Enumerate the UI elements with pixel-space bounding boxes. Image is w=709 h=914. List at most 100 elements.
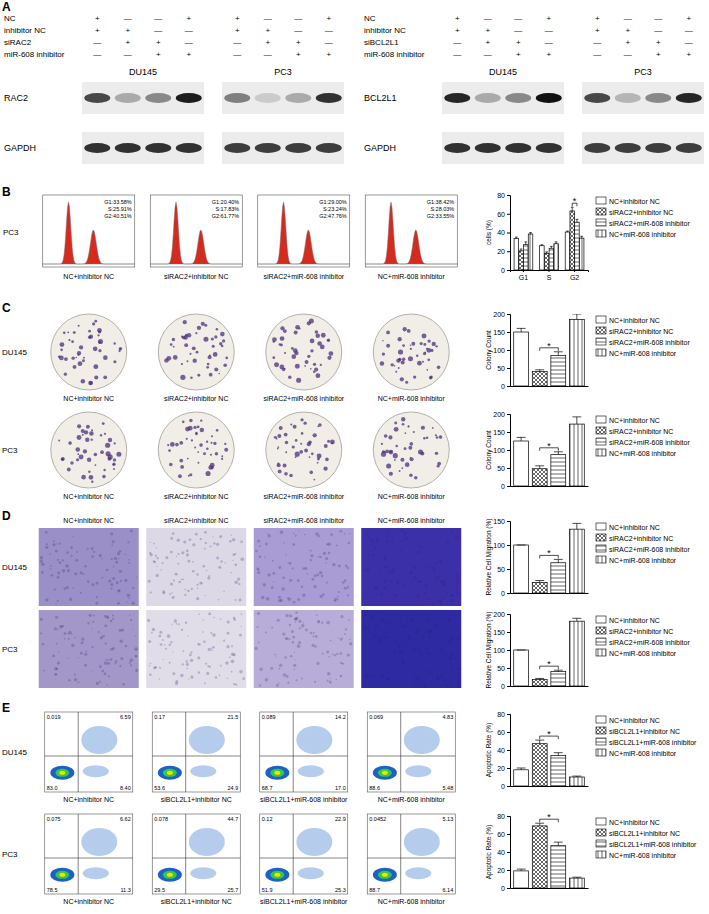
y-axis-line — [507, 196, 511, 271]
cell-texture — [55, 616, 58, 619]
y-tick: 200 — [493, 411, 510, 418]
quadrant-value: 0.078 — [154, 816, 168, 822]
cell-texture — [443, 597, 445, 599]
colony — [385, 449, 389, 453]
condition-label: siRAC2+inhibitor NC — [164, 517, 228, 524]
y-tick-label: 200 — [493, 311, 505, 318]
colony — [300, 418, 303, 421]
colony — [328, 351, 333, 356]
cell-texture — [394, 594, 397, 597]
cell-texture — [102, 670, 105, 673]
cell-texture — [302, 594, 305, 597]
cell-texture — [281, 587, 284, 590]
cell-texture — [112, 540, 115, 543]
colony — [403, 327, 407, 331]
cell-texture — [410, 571, 413, 574]
cell-texture — [202, 565, 205, 568]
cell-texture — [164, 644, 166, 646]
y-axis-line — [507, 615, 511, 687]
colony — [168, 449, 171, 452]
legend-swatch — [596, 749, 606, 756]
cell-texture — [202, 619, 204, 621]
colony — [114, 442, 116, 444]
colony — [386, 464, 391, 469]
cell-texture — [294, 652, 295, 653]
colony — [214, 335, 217, 338]
cell-texture — [292, 641, 295, 644]
cell-texture — [344, 533, 346, 535]
colony — [427, 358, 430, 361]
cell-texture — [398, 564, 400, 566]
cell-texture — [132, 629, 133, 630]
colony — [77, 351, 81, 355]
colony — [98, 339, 103, 344]
cell-texture — [267, 534, 268, 535]
cell-texture — [385, 636, 388, 639]
condition-sign: + — [156, 50, 161, 59]
cell-texture — [384, 546, 385, 547]
quadrant-value: 68.7 — [262, 785, 273, 791]
cell-texture — [172, 596, 175, 599]
condition-label: NC — [364, 14, 376, 23]
plot-area — [514, 207, 584, 270]
row-label: DU145 — [2, 563, 27, 572]
cell-texture — [310, 559, 312, 561]
colony — [67, 331, 69, 333]
cell-texture — [451, 668, 453, 670]
cell-texture — [289, 639, 291, 641]
cell-texture — [417, 594, 420, 597]
colony — [113, 360, 116, 363]
colony — [323, 467, 327, 471]
colony — [212, 345, 215, 348]
y-tick-label: 100 — [493, 647, 505, 654]
cell-texture — [68, 633, 70, 635]
colony — [172, 338, 175, 341]
colony-plate — [266, 412, 342, 488]
bar — [514, 332, 529, 386]
cell-texture — [206, 570, 208, 572]
legend-label: NC+inhibitor NC — [609, 317, 660, 324]
colony — [180, 465, 184, 469]
colony — [426, 369, 428, 371]
cell-texture — [275, 656, 276, 657]
cell-texture — [130, 659, 133, 662]
cell-texture — [241, 626, 242, 627]
legend-swatch — [596, 727, 606, 734]
band — [676, 143, 702, 153]
colony — [224, 443, 226, 445]
cell-texture — [344, 587, 347, 590]
cell-texture — [345, 565, 348, 568]
colony — [78, 361, 83, 366]
condition-sign: — — [453, 38, 461, 47]
cell-texture — [404, 532, 407, 535]
error-bar — [572, 618, 581, 621]
cell-texture — [231, 660, 235, 664]
cell-texture — [431, 602, 433, 604]
cycle-stat: G1:29.00% — [319, 199, 347, 205]
cell-texture — [458, 684, 460, 686]
colony — [77, 453, 79, 455]
legend: NC+inhibitor NCsiRAC2+inhibitor NCsiRAC2… — [596, 197, 690, 238]
cell-texture — [299, 627, 301, 629]
legend-label: siRAC2+miR-608 inhibitor — [609, 339, 690, 346]
colony — [401, 417, 405, 421]
y-tick-label: 0 — [501, 683, 505, 690]
plate — [373, 412, 449, 488]
flow-frame — [260, 814, 348, 894]
cell-texture — [220, 560, 222, 562]
histogram-shape — [365, 202, 457, 264]
cell-texture — [111, 544, 113, 546]
cell-texture — [380, 570, 382, 572]
y-tick-label: 100 — [493, 347, 505, 354]
cell-texture — [159, 678, 160, 679]
cell-texture — [162, 591, 165, 594]
bar — [570, 211, 574, 270]
condition-sign: — — [545, 38, 553, 47]
y-tick-label: 0 — [501, 483, 505, 490]
error-bar — [576, 219, 579, 222]
y-tick-label: 40 — [497, 229, 505, 236]
bar — [565, 232, 569, 270]
legend-swatch — [596, 327, 606, 334]
flow-plot: 0.07844.729.525.7 — [152, 814, 240, 894]
colony — [68, 441, 72, 445]
